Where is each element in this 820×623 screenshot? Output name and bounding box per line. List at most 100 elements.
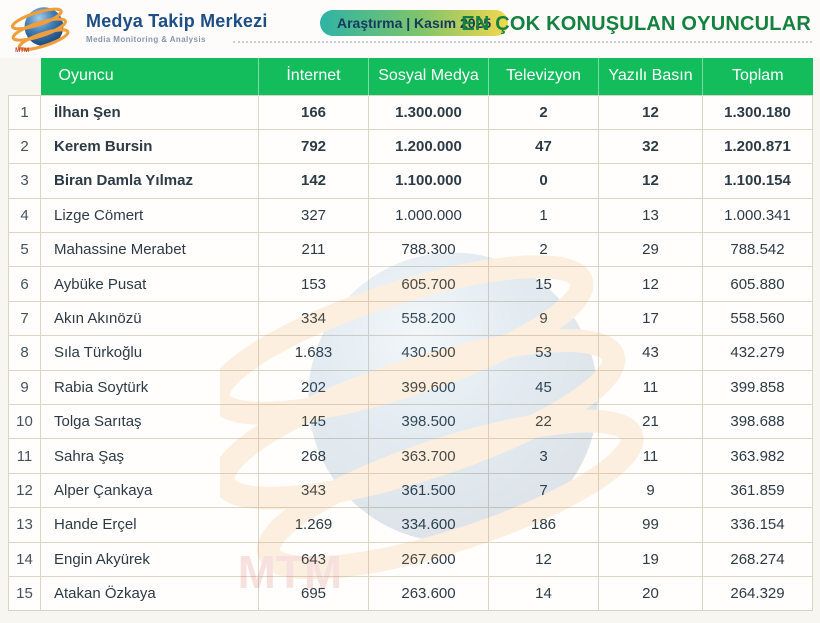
actor-name-cell: Sıla Türkoğlu [40,335,259,371]
televizyon-count-cell: 1 [488,197,599,234]
yazili-basin-count-cell: 32 [598,128,703,165]
top-header-bar: Medya Takip Merkezi Media Monitoring & A… [0,0,820,58]
table-row: 9 Rabia Soytürk 202 399.600 45 11 399.85… [8,369,813,406]
table-row: 3 Biran Damla Yılmaz 142 1.100.000 0 12 … [8,163,813,199]
toplam-count-cell: 788.542 [702,232,813,268]
rank-cell: 12 [8,472,41,509]
sosyal-medya-count-cell: 1.000.000 [368,197,489,234]
actor-name-cell: Lizge Cömert [40,197,259,234]
table-row: 4 Lizge Cömert 327 1.000.000 1 13 1.000.… [8,197,813,234]
corner-cell [9,58,41,95]
ranking-table: Oyuncu İnternet Sosyal Medya Televizyon … [8,58,813,612]
internet-count-cell: 166 [258,94,369,130]
sosyal-medya-count-cell: 361.500 [368,472,489,509]
internet-count-cell: 327 [258,197,369,234]
rank-cell: 1 [8,94,41,130]
rank-cell: 6 [8,266,41,302]
rank-cell: 11 [8,438,41,474]
internet-count-cell: 792 [258,128,369,165]
televizyon-count-cell: 12 [488,541,599,577]
table-container: Oyuncu İnternet Sosyal Medya Televizyon … [8,58,813,612]
televizyon-count-cell: 186 [488,507,599,543]
table-row: 13 Hande Erçel 1.269 334.600 186 99 336.… [8,507,813,543]
brand-tagline: Media Monitoring & Analysis [86,35,206,44]
rank-cell: 13 [8,507,41,543]
televizyon-count-cell: 22 [488,404,599,440]
internet-count-cell: 142 [258,163,369,199]
actor-name-cell: Akın Akınözü [40,300,259,337]
column-header-sosyal-medya: Sosyal Medya [368,58,489,95]
actor-name-cell: Engin Akyürek [40,541,259,577]
actor-name-cell: Kerem Bursin [40,128,259,165]
televizyon-count-cell: 47 [488,128,599,165]
sosyal-medya-count-cell: 1.200.000 [368,128,489,165]
televizyon-count-cell: 3 [488,438,599,474]
column-header-yazili-basin: Yazılı Basın [598,58,703,95]
televizyon-count-cell: 2 [488,232,599,268]
rank-cell: 5 [8,232,41,268]
table-header-row: Oyuncu İnternet Sosyal Medya Televizyon … [9,58,813,95]
internet-count-cell: 1.269 [258,507,369,543]
yazili-basin-count-cell: 21 [598,404,703,440]
brand-block: Medya Takip Merkezi Media Monitoring & A… [86,11,268,44]
toplam-count-cell: 605.880 [702,266,813,302]
column-header-televizyon: Televizyon [488,58,599,95]
sosyal-medya-count-cell: 363.700 [368,438,489,474]
actor-name-cell: Tolga Sarıtaş [40,404,259,440]
brand-name: Medya Takip Merkezi [86,11,268,31]
sosyal-medya-count-cell: 334.600 [368,507,489,543]
yazili-basin-count-cell: 20 [598,575,703,612]
actor-name-cell: Alper Çankaya [40,472,259,509]
sosyal-medya-count-cell: 430.500 [368,335,489,371]
rank-cell: 15 [8,575,41,612]
sosyal-medya-count-cell: 605.700 [368,266,489,302]
rank-cell: 4 [8,197,41,234]
toplam-count-cell: 1.100.154 [702,163,813,199]
yazili-basin-count-cell: 12 [598,163,703,199]
televizyon-count-cell: 7 [488,472,599,509]
table-row: 8 Sıla Türkoğlu 1.683 430.500 53 43 432.… [8,335,813,371]
internet-count-cell: 334 [258,300,369,337]
rank-cell: 14 [8,541,41,577]
internet-count-cell: 343 [258,472,369,509]
sosyal-medya-count-cell: 1.300.000 [368,94,489,130]
toplam-count-cell: 264.329 [702,575,813,612]
column-header-toplam: Toplam [702,58,813,95]
actor-name-cell: Atakan Özkaya [40,575,259,612]
table-row: 14 Engin Akyürek 643 267.600 12 19 268.2… [8,541,813,577]
rank-cell: 10 [8,404,41,440]
toplam-count-cell: 399.858 [702,369,813,406]
actor-name-cell: İlhan Şen [40,94,259,130]
table-row: 6 Aybüke Pusat 153 605.700 15 12 605.880 [8,266,813,302]
yazili-basin-count-cell: 43 [598,335,703,371]
toplam-count-cell: 336.154 [702,507,813,543]
internet-count-cell: 202 [258,369,369,406]
toplam-count-cell: 268.274 [702,541,813,577]
page-title: EN ÇOK KONUŞULAN OYUNCULAR [461,13,811,35]
toplam-count-cell: 363.982 [702,438,813,474]
yazili-basin-count-cell: 99 [598,507,703,543]
rank-cell: 9 [8,369,41,406]
sosyal-medya-count-cell: 1.100.000 [368,163,489,199]
table-row: 11 Sahra Şaş 268 363.700 3 11 363.982 [8,438,813,474]
yazili-basin-count-cell: 12 [598,266,703,302]
internet-count-cell: 1.683 [258,335,369,371]
actor-name-cell: Sahra Şaş [40,438,259,474]
toplam-count-cell: 398.688 [702,404,813,440]
table-row: 12 Alper Çankaya 343 361.500 7 9 361.859 [8,472,813,509]
yazili-basin-count-cell: 12 [598,94,703,130]
table-row: 10 Tolga Sarıtaş 145 398.500 22 21 398.6… [8,404,813,440]
yazili-basin-count-cell: 17 [598,300,703,337]
table-body: 1 İlhan Şen 166 1.300.000 2 12 1.300.180… [8,94,813,612]
sosyal-medya-count-cell: 263.600 [368,575,489,612]
actor-name-cell: Mahassine Merabet [40,232,259,268]
table-row: 1 İlhan Şen 166 1.300.000 2 12 1.300.180 [8,94,813,130]
table-row: 2 Kerem Bursin 792 1.200.000 47 32 1.200… [8,128,813,165]
table-row: 7 Akın Akınözü 334 558.200 9 17 558.560 [8,300,813,337]
toplam-count-cell: 1.300.180 [702,94,813,130]
televizyon-count-cell: 0 [488,163,599,199]
actor-name-cell: Biran Damla Yılmaz [40,163,259,199]
yazili-basin-count-cell: 11 [598,438,703,474]
dotted-divider [233,41,812,43]
televizyon-count-cell: 14 [488,575,599,612]
